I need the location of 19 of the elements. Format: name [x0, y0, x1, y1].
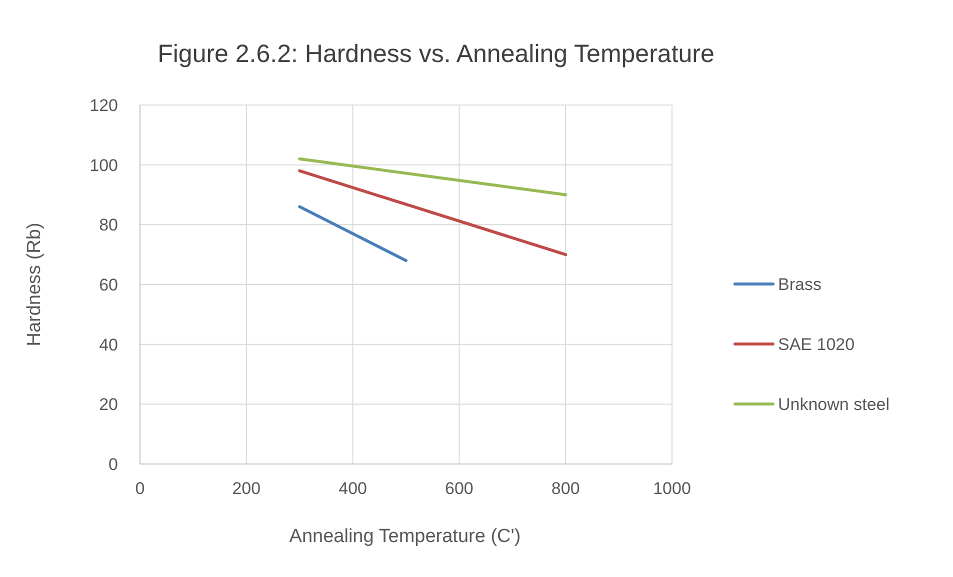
- x-tick-label: 0: [135, 479, 145, 498]
- x-tick-label: 800: [551, 479, 580, 498]
- y-axis-title: Hardness (Rb): [24, 222, 45, 346]
- y-tick-label: 20: [99, 395, 118, 414]
- y-tick-label: 0: [108, 455, 118, 474]
- x-axis-title: Annealing Temperature (C'): [289, 526, 521, 547]
- y-tick-label: 80: [99, 216, 118, 235]
- x-tick-label: 400: [338, 479, 367, 498]
- y-tick-label: 60: [99, 276, 118, 294]
- legend-label: Unknown steel: [778, 395, 890, 414]
- legend-label: Brass: [778, 275, 822, 294]
- chart-title: Figure 2.6.2: Hardness vs. Annealing Temperature: [158, 40, 714, 68]
- legend-label: SAE 1020: [778, 335, 855, 354]
- x-tick-label: 200: [232, 479, 261, 498]
- x-tick-label: 600: [445, 479, 474, 498]
- y-tick-label: 40: [99, 335, 118, 354]
- y-tick-label: 120: [90, 96, 118, 115]
- y-tick-label: 100: [90, 156, 118, 175]
- x-tick-label: 1000: [653, 479, 691, 498]
